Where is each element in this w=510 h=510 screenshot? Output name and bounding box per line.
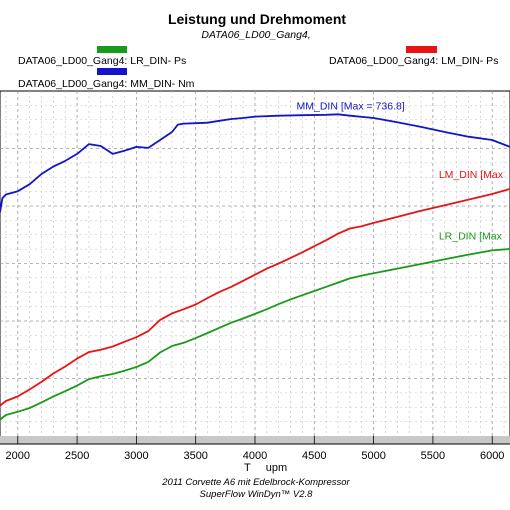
x-axis-label: T upm (244, 462, 287, 474)
annotation-lr-din: LR_DIN [Max (439, 230, 503, 242)
series-line-lm-din (0, 188, 510, 407)
chart-subtitle: DATA06_LD00_Gang4, (201, 29, 310, 41)
legend-swatch-lm-din (406, 46, 437, 53)
legend: DATA06_LD00_Gang4: LR_DIN- Ps DATA06_LD0… (18, 46, 498, 90)
x-tick-label: 4000 (243, 450, 267, 462)
series-line-lr-din (0, 248, 510, 421)
x-tick-label: 5500 (421, 450, 445, 462)
legend-label-lm-din: DATA06_LD00_Gang4: LM_DIN- Ps (329, 55, 498, 67)
annotation-mm-din: MM_DIN [Max = 736.8] (297, 101, 405, 113)
x-axis: 2000 2500 3000 3500 4000 4500 5000 5500 6000 T u… (0, 436, 510, 474)
footer-line-1: 2011 Corvette A6 mit Edelbrock-Kompresso… (161, 477, 350, 488)
legend-swatch-mm-din (97, 68, 127, 75)
series-lines (0, 113, 510, 421)
x-tick-label: 3500 (183, 450, 207, 462)
plot-area: MM_DIN [Max = 736.8] LM_DIN [Max LR_DIN [M… (0, 90, 510, 445)
x-tick-label: 3000 (124, 450, 148, 462)
x-ticks: 2000 2500 3000 3500 4000 4500 5000 5500 6000 (6, 436, 504, 462)
legend-swatch-lr-din (97, 46, 127, 53)
legend-label-mm-din: DATA06_LD00_Gang4: MM_DIN- Nm (18, 78, 195, 90)
gridlines (0, 91, 510, 436)
footer-line-2: SuperFlow WinDyn™ V2.8 (200, 489, 314, 500)
x-tick-label: 4500 (302, 450, 326, 462)
chart-title: Leistung und Drehmoment (168, 11, 346, 27)
x-tick-label: 5000 (361, 450, 385, 462)
x-tick-label: 2500 (65, 450, 89, 462)
annotation-lm-din: LM_DIN [Max (439, 169, 504, 181)
series-annotations: MM_DIN [Max = 736.8] LM_DIN [Max LR_DIN [M… (297, 101, 504, 243)
x-tick-label: 6000 (480, 450, 504, 462)
x-tick-label: 2000 (6, 450, 30, 462)
series-line-mm-din (0, 113, 510, 213)
legend-label-lr-din: DATA06_LD00_Gang4: LR_DIN- Ps (18, 55, 186, 67)
